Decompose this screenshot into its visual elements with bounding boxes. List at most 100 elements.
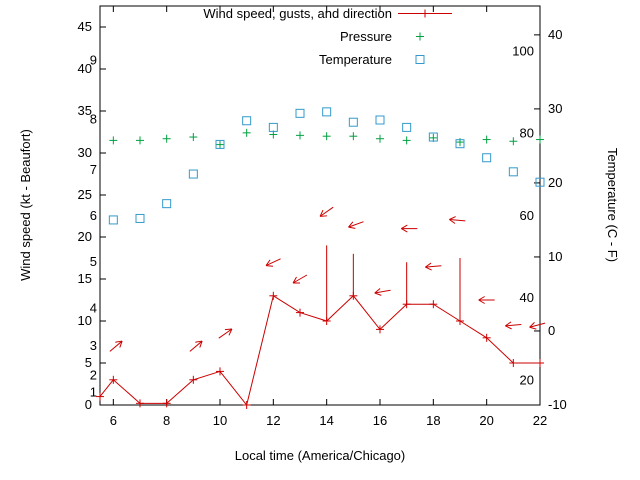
x-axis-title: Local time (America/Chicago)	[235, 448, 406, 463]
arrow-shaft	[319, 206, 334, 217]
temperature-point	[455, 139, 465, 149]
temperature-point	[215, 139, 225, 149]
wind-direction-arrow	[529, 321, 546, 330]
beaufort-label: 1	[90, 384, 97, 399]
wind-direction-arrow	[319, 206, 334, 217]
wind-speed-line	[99, 295, 540, 407]
arrow-head	[401, 228, 408, 233]
legend-label-pressure: Pressure	[340, 29, 392, 44]
y2-tick-label: 10	[548, 249, 562, 264]
legend-label-wind: Wind speed, gusts, and direction	[203, 6, 392, 21]
y-tick-label: 45	[78, 19, 92, 34]
wind-direction-arrow	[348, 221, 364, 229]
arrow-shaft	[425, 265, 442, 268]
arrow-head	[449, 219, 456, 224]
temperature-point	[322, 107, 332, 117]
arrow-head	[529, 326, 537, 330]
temperature-point	[188, 169, 198, 179]
arrow-head	[374, 288, 381, 294]
y-tick-label: 40	[78, 61, 92, 76]
beaufort-label: 4	[90, 300, 97, 315]
temperature-point	[508, 167, 518, 177]
plot-border	[99, 5, 541, 406]
arrow-shaft	[529, 322, 546, 328]
arrow-head	[320, 215, 328, 217]
arrow-head	[224, 328, 232, 331]
arrow-head	[478, 299, 485, 304]
beaufort-label: 6	[90, 208, 97, 223]
y2-tick-label: 40	[548, 27, 562, 42]
y-tick-label: 35	[78, 103, 92, 118]
arrow-head	[265, 259, 271, 266]
arrow-shaft	[189, 340, 203, 352]
legend-sample-temperature	[415, 55, 425, 64]
arrow-shaft	[348, 221, 364, 228]
temperature-point	[268, 122, 278, 132]
wind-direction-arrow	[292, 274, 308, 284]
beaufort-label: 2	[90, 368, 97, 383]
wind-direction-arrow	[374, 288, 391, 296]
fahrenheit-label: 100	[512, 43, 534, 58]
arrow-head	[319, 209, 324, 217]
y2-tick-label: 30	[548, 101, 562, 116]
fahrenheit-label: 80	[520, 126, 534, 141]
y2-tick-label: 0	[548, 323, 555, 338]
wind-direction-arrow	[425, 262, 442, 271]
x-tick-label: 12	[266, 413, 280, 428]
temperature-point	[402, 122, 412, 132]
x-tick-label: 20	[479, 413, 493, 428]
arrow-head	[115, 340, 123, 343]
x-tick-label: 16	[373, 413, 387, 428]
y-tick-label: 0	[85, 397, 92, 412]
arrow-head	[425, 262, 432, 268]
arrow-head	[199, 340, 203, 348]
wind-direction-arrow	[449, 216, 466, 224]
arrow-shaft	[109, 340, 123, 352]
fahrenheit-label: 60	[520, 208, 534, 223]
y-tick-label: 20	[78, 229, 92, 244]
y-tick-label: 15	[78, 271, 92, 286]
temperature-point	[242, 116, 252, 126]
x-tick-label: 14	[319, 413, 333, 428]
x-tick-label: 18	[426, 413, 440, 428]
arrow-shaft	[265, 258, 281, 267]
temperature-point	[295, 108, 305, 118]
x-tick-label: 10	[213, 413, 227, 428]
arrow-head	[401, 224, 408, 230]
arrow-head	[228, 328, 233, 336]
wind-direction-arrow	[401, 224, 418, 233]
legend-label-temperature: Temperature	[319, 52, 392, 67]
arrow-head	[449, 216, 456, 220]
x-tick-label: 22	[533, 413, 547, 428]
arrow-head	[119, 340, 123, 348]
y-tick-label: 10	[78, 313, 92, 328]
arrow-head	[266, 265, 274, 267]
y-axis-title: Wind speed (kt - Beaufort)	[18, 129, 33, 281]
y-tick-label: 5	[85, 355, 92, 370]
wind-direction-arrow	[265, 258, 281, 267]
beaufort-label: 5	[90, 254, 97, 269]
beaufort-label: 3	[90, 338, 97, 353]
y-tick-label: 25	[78, 187, 92, 202]
arrow-shaft	[218, 328, 233, 339]
x-tick-label: 6	[110, 413, 117, 428]
fahrenheit-label: 20	[520, 372, 534, 387]
temperature-point	[535, 177, 545, 187]
temperature-point	[428, 132, 438, 142]
arrow-head	[293, 282, 301, 284]
arrow-head	[478, 296, 485, 301]
temperature-point	[482, 153, 492, 163]
temperature-point	[108, 215, 118, 225]
arrow-head	[348, 226, 356, 229]
arrow-head	[505, 321, 512, 327]
temperature-point	[135, 213, 145, 223]
arrow-head	[425, 266, 432, 271]
arrow-head	[529, 321, 535, 328]
wind-direction-arrow	[478, 296, 495, 304]
arrow-head	[348, 221, 354, 228]
arrow-shaft	[449, 219, 466, 222]
beaufort-label: 7	[90, 162, 97, 177]
arrow-shaft	[505, 324, 522, 327]
